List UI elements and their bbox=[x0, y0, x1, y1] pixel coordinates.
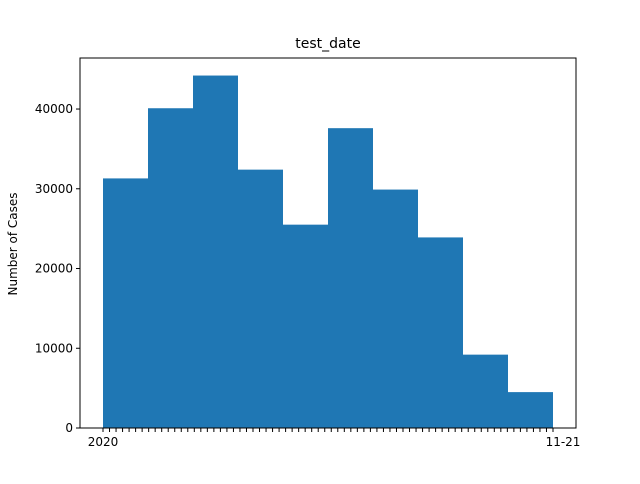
histogram-bar bbox=[373, 189, 418, 428]
histogram-bar bbox=[103, 178, 148, 428]
histogram-bar bbox=[238, 169, 283, 428]
x-tick-label-first: 2020 bbox=[88, 435, 119, 449]
chart-title: test_date bbox=[295, 36, 360, 52]
y-tick-label: 40000 bbox=[35, 102, 73, 116]
histogram-bar bbox=[148, 108, 193, 429]
histogram-bar bbox=[463, 354, 508, 428]
y-tick-label: 0 bbox=[65, 421, 73, 435]
histogram-bar bbox=[283, 224, 328, 428]
y-tick-label: 30000 bbox=[35, 182, 73, 196]
histogram-bar bbox=[193, 75, 238, 429]
histogram-bar bbox=[508, 392, 553, 428]
y-tick-label: 20000 bbox=[35, 262, 73, 276]
y-tick-label: 10000 bbox=[35, 341, 73, 355]
histogram-bar bbox=[418, 237, 463, 428]
plot-frame bbox=[79, 57, 577, 429]
bars bbox=[103, 75, 553, 429]
y-axis-label: Number of Cases bbox=[6, 192, 20, 295]
histogram-bar bbox=[328, 128, 373, 428]
y-axis-ticks: 0 10000 20000 30000 40000 bbox=[35, 102, 80, 435]
x-axis-ticks: 2020 11-21 bbox=[88, 428, 581, 449]
x-tick-label-last: 11-21 bbox=[546, 435, 581, 449]
